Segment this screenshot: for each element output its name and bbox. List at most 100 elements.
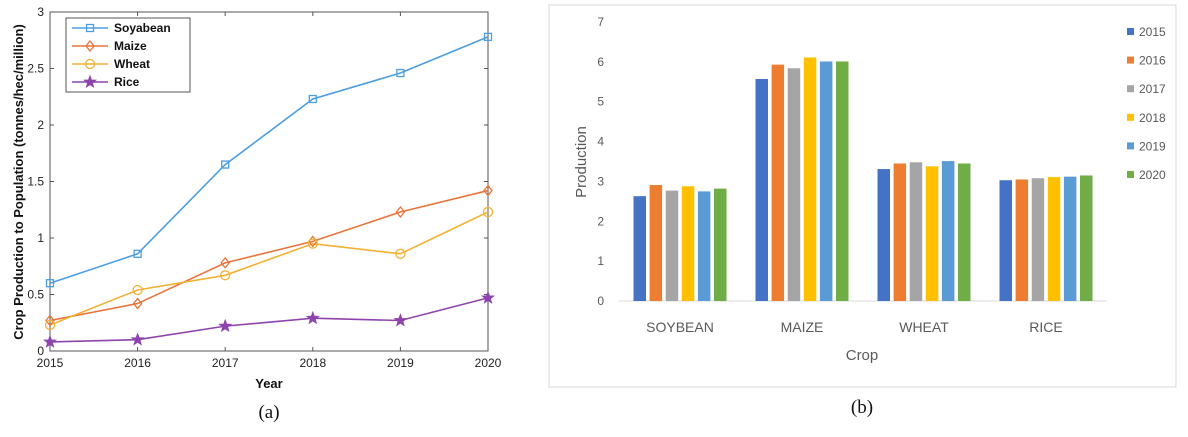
legend-swatch (1127, 56, 1134, 64)
data-point-soyabean (483, 32, 493, 42)
y-tick-label: 0 (597, 294, 604, 308)
series-line-soyabean (49, 36, 489, 284)
data-point-soyabean (221, 160, 230, 169)
x-axis-title: Year (255, 376, 282, 391)
bar-soybean-2015 (633, 196, 646, 301)
bars (633, 57, 1093, 302)
series-line-rice (49, 297, 489, 343)
data-point-rice (305, 310, 320, 325)
category-label: MAIZE (781, 319, 824, 335)
series-line-maize (49, 189, 489, 322)
y-axis-title: Production (573, 126, 590, 198)
category-label: RICE (1029, 319, 1062, 335)
x-axis: 2015 2016 2017 2018 2019 2020 (37, 12, 502, 370)
legend-label: 2016 (1139, 54, 1166, 68)
data-point-soyabean (45, 279, 55, 288)
x-axis-title: Crop (846, 347, 879, 364)
legend-label: Soyabean (114, 21, 171, 35)
x-tick-label: 2018 (299, 356, 326, 370)
legend-swatch (1127, 28, 1134, 35)
bar-rice-2016 (1015, 179, 1029, 301)
y-tick-label: 1 (597, 254, 604, 268)
legend-swatch (1127, 113, 1134, 121)
bar-maize-2019 (819, 61, 833, 301)
bar-rice-2019 (1063, 176, 1077, 301)
y-tick-label: 2.5 (27, 62, 44, 76)
y-tick-label: 6 (597, 55, 604, 69)
y-tick-label: 0.5 (27, 288, 44, 302)
bar-wheat-2020 (958, 163, 971, 301)
y-tick-label: 3 (37, 5, 44, 19)
data-point-wheat (307, 238, 318, 249)
legend-marker-rice (82, 74, 98, 88)
legend-label: Maize (114, 39, 147, 53)
data-point-soyabean (396, 68, 405, 78)
data-point-rice (393, 313, 408, 327)
data-point-rice (480, 290, 496, 304)
legend-label: 2019 (1139, 139, 1166, 153)
legend-swatch (1127, 142, 1134, 150)
data-point-maize (45, 314, 55, 327)
legend-label: Rice (114, 75, 140, 89)
legend-label: 2015 (1139, 25, 1166, 39)
y-tick-label: 3 (597, 174, 604, 188)
bar-soybean-2018 (681, 186, 695, 301)
legend-label: 2020 (1139, 168, 1166, 182)
data-point-rice (218, 318, 233, 333)
series-lines (49, 36, 489, 343)
bar-wheat-2019 (941, 161, 955, 301)
data-point-soyabean (308, 94, 317, 104)
y-tick-label: 1 (37, 231, 44, 245)
y-tick-label: 5 (597, 95, 604, 109)
x-tick-label: 2020 (475, 356, 502, 370)
y-axis-title: Crop Production to Population (tonnes/he… (11, 24, 26, 340)
bar-rice-2017 (1031, 178, 1045, 301)
y-tick-label: 0 (37, 344, 44, 358)
bar-chart: 0 1 2 3 4 5 6 7 SOYBEAN MAIZE WHEAT RICE Productio… (548, 4, 1177, 388)
data-point-wheat (482, 206, 494, 218)
series-line-wheat (49, 211, 489, 326)
bar-maize-2016 (771, 64, 785, 301)
data-point-rice (42, 334, 58, 348)
y-tick-label: 2 (37, 118, 44, 132)
series-markers (42, 32, 496, 348)
data-point-maize (220, 256, 231, 269)
category-label: SOYBEAN (646, 319, 714, 335)
y-tick-label: 2 (597, 214, 604, 228)
legend-label: Wheat (114, 57, 150, 71)
bar-maize-2018 (803, 57, 817, 302)
data-point-wheat (132, 284, 143, 296)
bar-wheat-2015 (877, 169, 890, 301)
caption-a: (a) (258, 402, 279, 423)
bar-soybean-2020 (714, 188, 727, 301)
legend-swatch (1127, 171, 1134, 178)
y-tick-label: 1.5 (27, 175, 44, 189)
bar-soybean-2016 (649, 185, 663, 301)
bar-rice-2015 (999, 180, 1012, 301)
legend: 2015 2016 2017 2018 2019 2020 (1127, 25, 1166, 182)
bar-rice-2018 (1047, 177, 1061, 301)
x-tick-label: 2017 (212, 356, 239, 370)
data-point-wheat (220, 270, 231, 281)
bar-soybean-2017 (665, 190, 679, 301)
y-axis: 0 0.5 1 1.5 2 2.5 3 (27, 5, 488, 358)
y-axis: 0 1 2 3 4 5 6 7 (597, 15, 604, 308)
data-point-maize (132, 297, 143, 310)
x-tick-label: 2016 (124, 356, 151, 370)
bar-maize-2020 (836, 61, 849, 301)
y-tick-label: 7 (597, 15, 604, 29)
x-axis: SOYBEAN MAIZE WHEAT RICE (646, 319, 1063, 335)
bar-soybean-2019 (697, 191, 711, 301)
data-point-wheat (395, 248, 406, 259)
legend-marker-soyabean (85, 23, 95, 33)
data-point-wheat (44, 319, 56, 331)
data-point-rice (130, 332, 145, 346)
category-label: WHEAT (899, 319, 949, 335)
caption-b: (b) (851, 397, 873, 418)
x-tick-label: 2015 (37, 356, 64, 370)
legend-swatch (1127, 85, 1134, 93)
bar-rice-2020 (1080, 175, 1093, 301)
legend-marker-maize (85, 39, 95, 53)
bar-maize-2015 (755, 78, 768, 301)
data-point-maize (395, 205, 406, 219)
